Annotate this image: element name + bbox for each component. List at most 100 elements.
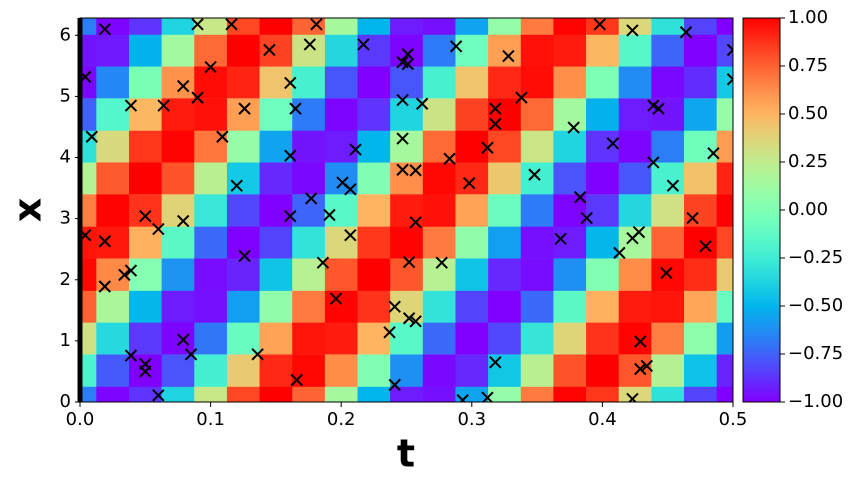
heatmap-cell <box>553 258 587 291</box>
heatmap-cell <box>161 290 195 323</box>
heatmap-cell <box>161 225 195 259</box>
scatter-marker <box>515 91 528 104</box>
heatmap-cell <box>226 225 261 259</box>
heatmap-cell <box>259 65 293 99</box>
heatmap-cell <box>96 321 130 355</box>
y-tick-label: 2 <box>60 269 71 290</box>
scatter-marker <box>481 391 494 402</box>
heatmap-cell <box>259 225 293 259</box>
scatter-marker <box>415 97 429 110</box>
heatmap-cell <box>96 65 130 99</box>
heatmap-cell <box>553 290 587 323</box>
heatmap-cell <box>422 290 457 323</box>
heatmap-cell <box>292 129 326 163</box>
heatmap-cell <box>586 290 620 323</box>
heatmap-cell <box>390 225 424 259</box>
heatmap-cell <box>259 98 293 131</box>
scatter-marker <box>634 362 647 376</box>
scatter-marker <box>409 164 422 177</box>
heatmap-cell <box>80 161 97 195</box>
scatter-marker <box>323 208 336 222</box>
scatter-marker <box>124 99 138 112</box>
heatmap-cell <box>96 129 130 163</box>
heatmap-cell <box>128 33 163 67</box>
heatmap-cell <box>618 321 652 355</box>
heatmap-cell <box>80 98 97 131</box>
scatter-marker <box>303 38 317 51</box>
heatmap-cell <box>161 161 195 195</box>
heatmap-cell <box>96 225 130 259</box>
heatmap-cell <box>161 194 195 227</box>
heatmap-cell <box>226 386 261 402</box>
scatter-marker <box>632 225 646 239</box>
y-tick-label: 5 <box>60 85 71 106</box>
scatter-marker <box>289 102 302 115</box>
heatmap-cell <box>618 258 652 291</box>
heatmap-cell <box>324 290 359 323</box>
scatter-marker <box>626 392 639 402</box>
heatmap-cell <box>80 194 97 227</box>
heatmap-cell <box>553 98 587 131</box>
heatmap-cell <box>194 354 228 387</box>
heatmap-cell <box>716 386 733 402</box>
heatmap-cell <box>161 98 195 131</box>
heatmap-cell <box>226 18 261 35</box>
scatter-marker <box>139 365 152 378</box>
heatmap-cell <box>226 33 261 67</box>
scatter-marker <box>184 348 198 361</box>
heatmap-cell <box>618 290 652 323</box>
heatmap-cell <box>259 129 293 163</box>
y-axis-label: x <box>6 198 50 223</box>
scatter-marker <box>388 378 401 392</box>
heatmap-cell <box>455 290 489 323</box>
heatmap-cell <box>520 18 555 35</box>
heatmap-cell <box>684 321 718 355</box>
heatmap-cell <box>651 65 685 99</box>
heatmap-cell <box>324 18 359 35</box>
heatmap-cell <box>324 33 359 67</box>
heatmap-cell <box>684 386 718 402</box>
heatmap-cell <box>618 98 652 131</box>
heatmap-cell <box>618 354 652 387</box>
heatmap-cell <box>455 65 489 99</box>
heatmap-cell <box>422 98 457 131</box>
heatmap-cell <box>194 321 228 355</box>
heatmap-cell <box>128 321 163 355</box>
heatmap-cell <box>586 161 620 195</box>
heatmap-cell <box>259 354 293 387</box>
heatmap <box>80 18 733 402</box>
scatter-marker <box>344 183 357 196</box>
scatter-marker <box>251 348 264 361</box>
heatmap-cell <box>292 194 326 227</box>
heatmap-cell <box>292 161 326 195</box>
heatmap-cell <box>357 225 391 259</box>
scatter-marker <box>409 216 422 229</box>
scatter-marker <box>284 149 297 162</box>
heatmap-cell <box>80 321 97 355</box>
y-tick-label: 3 <box>60 208 71 229</box>
scatter-marker <box>606 137 620 150</box>
x-tick-label: 0.1 <box>196 409 225 430</box>
heatmap-cell <box>226 321 261 355</box>
heatmap-cell <box>651 33 685 67</box>
scatter-marker <box>613 246 626 260</box>
scatter-marker <box>124 264 138 277</box>
heatmap-cell <box>520 33 555 67</box>
heatmap-cell <box>324 98 359 131</box>
heatmap-cell <box>292 386 326 402</box>
heatmap-cell <box>684 18 718 35</box>
heatmap-cell <box>488 225 522 259</box>
heatmap-cell <box>488 290 522 323</box>
heatmap-cell <box>357 290 391 323</box>
scatter-marker <box>489 356 502 369</box>
scatter-marker <box>449 40 463 53</box>
heatmap-cell <box>161 321 195 355</box>
heatmap-cell <box>455 129 489 163</box>
heatmap-cell <box>96 98 130 131</box>
heatmap-cell <box>357 321 391 355</box>
heatmap-cell <box>357 258 391 291</box>
heatmap-cell <box>80 354 97 387</box>
heatmap-cell <box>488 321 522 355</box>
heatmap-cell <box>455 161 489 195</box>
scatter-marker <box>204 60 217 74</box>
